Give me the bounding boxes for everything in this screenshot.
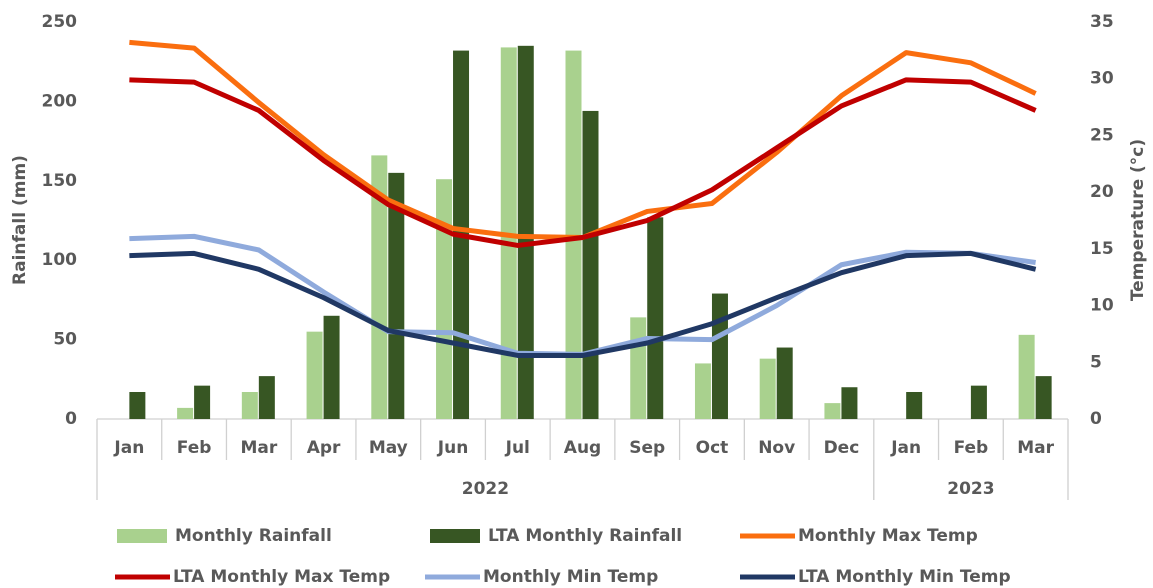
y2-axis-title: Temperature (°c) (1128, 139, 1148, 301)
y-tick-label: 100 (42, 250, 78, 270)
bar (323, 315, 340, 419)
y2-tick-label: 10 (1090, 296, 1114, 316)
x-tick-label: Nov (758, 438, 795, 458)
bar (841, 387, 858, 419)
y2-tick-label: 15 (1090, 239, 1114, 259)
bar (711, 293, 728, 419)
bar (906, 392, 923, 419)
y-tick-label: 250 (42, 12, 78, 32)
x-tick-label: Sep (629, 438, 665, 458)
bar (371, 155, 388, 419)
line (129, 77, 1037, 248)
bar (258, 376, 275, 419)
legend-label: Monthly Min Temp (483, 567, 658, 587)
bar (517, 45, 534, 419)
x-tick-label: Dec (824, 438, 860, 458)
y2-tick-label: 30 (1090, 69, 1114, 89)
y2-tick-label: 35 (1090, 12, 1114, 32)
x-tick-label: Mar (240, 438, 277, 458)
bar (630, 317, 647, 419)
group-label: 2022 (462, 479, 509, 499)
bar (759, 358, 776, 419)
x-tick-label: Apr (307, 438, 341, 458)
bar (824, 403, 841, 419)
x-tick-label: Jan (113, 438, 144, 458)
y-tick-label: 150 (42, 171, 78, 191)
x-tick-label: Aug (564, 438, 601, 458)
legend-label: Monthly Max Temp (798, 526, 978, 546)
bar (241, 392, 258, 419)
y-axis-title: Rainfall (mm) (10, 155, 30, 285)
y2-tick-label: 0 (1090, 409, 1102, 429)
bar (565, 50, 582, 420)
x-tick-label: Jun (437, 438, 469, 458)
x-tick-label: Mar (1017, 438, 1054, 458)
legend-label: Monthly Rainfall (175, 526, 332, 546)
bar (694, 363, 711, 419)
y-tick-label: 0 (65, 409, 77, 429)
y2-tick-label: 25 (1090, 125, 1114, 145)
legend-label: LTA Monthly Min Temp (798, 567, 1011, 587)
x-tick-label: Feb (177, 438, 212, 458)
bar (582, 110, 599, 419)
legend-label: LTA Monthly Max Temp (173, 567, 390, 587)
bar (1018, 334, 1035, 419)
y-tick-label: 50 (53, 330, 77, 350)
x-tick-label: Feb (954, 438, 989, 458)
bar (129, 392, 146, 419)
legend-swatch (430, 529, 480, 543)
bar (388, 172, 405, 419)
bar (970, 385, 987, 419)
x-tick-label: Jan (890, 438, 921, 458)
bar (194, 385, 211, 419)
x-tick-label: Jul (505, 438, 530, 458)
bar (177, 407, 194, 419)
y-tick-label: 200 (42, 91, 78, 111)
bar (776, 347, 793, 419)
group-label: 2023 (947, 479, 994, 499)
bar (1035, 376, 1052, 419)
legend-label: LTA Monthly Rainfall (488, 526, 682, 546)
legend-swatch (117, 529, 167, 543)
y2-tick-label: 5 (1090, 352, 1102, 372)
bar (306, 331, 323, 419)
y2-tick-label: 20 (1090, 182, 1114, 202)
line (129, 250, 1037, 358)
bar (436, 179, 453, 419)
bar (647, 217, 664, 419)
x-tick-label: Oct (696, 438, 729, 458)
x-tick-label: May (369, 438, 408, 458)
